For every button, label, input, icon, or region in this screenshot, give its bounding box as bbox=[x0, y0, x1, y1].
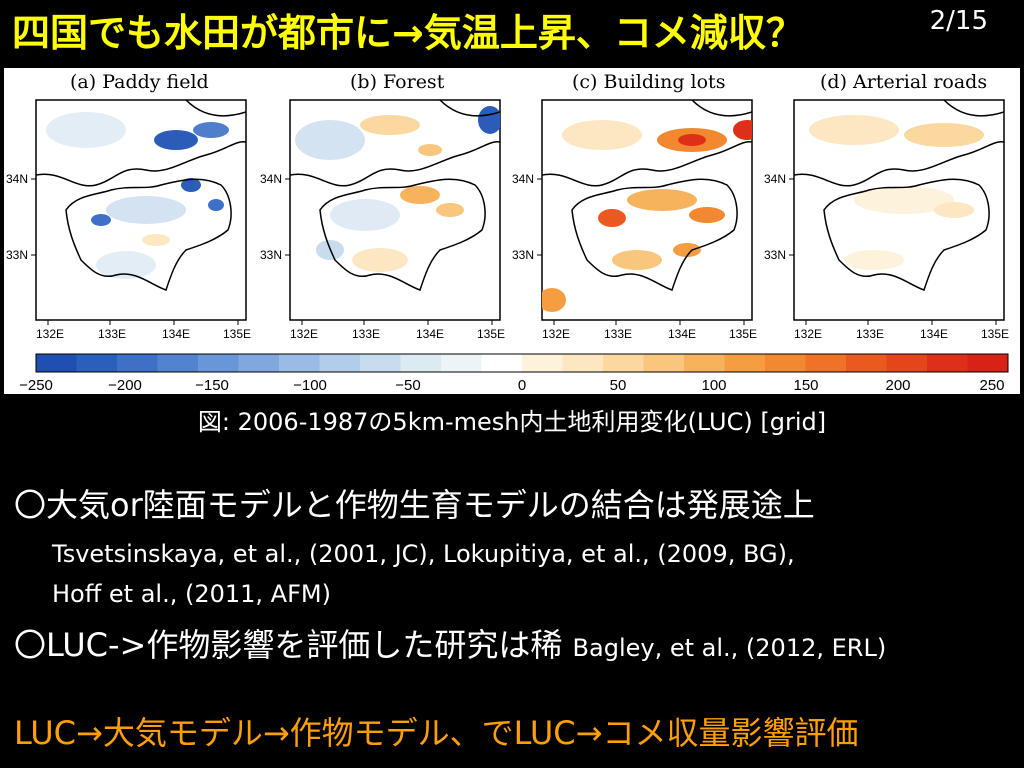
colorbar-cell bbox=[522, 354, 563, 372]
colorbar-cell bbox=[643, 354, 685, 372]
lon-label-134e-d: 134E bbox=[920, 327, 948, 341]
colorbar-label: 100 bbox=[701, 377, 726, 394]
panel-forest bbox=[285, 99, 501, 325]
colorbar-cell bbox=[603, 354, 644, 372]
reference-line-2: Hoff et al., (2011, AFM) bbox=[52, 580, 331, 608]
lon-label-134e-c: 134E bbox=[668, 327, 696, 341]
colorbar-cell bbox=[36, 354, 77, 372]
lon-label-132e-a: 132E bbox=[36, 327, 64, 341]
colorbar-cell bbox=[400, 354, 442, 372]
lat-label-34n-c: 34N bbox=[512, 172, 534, 186]
lon-label-132e-b: 132E bbox=[290, 327, 318, 341]
panel-arterial-roads bbox=[789, 99, 1005, 325]
lat-label-34n-b: 34N bbox=[260, 172, 282, 186]
colorbar-label: −200 bbox=[108, 377, 142, 394]
reference-line-1: Tsvetsinskaya, et al., (2001, JC), Lokup… bbox=[52, 540, 795, 568]
bagley-citation: Bagley, et al., (2012, ERL) bbox=[572, 634, 887, 662]
panel-paddy-field bbox=[31, 99, 247, 325]
colorbar-cell bbox=[441, 354, 482, 372]
lon-label-133e-c: 133E bbox=[604, 327, 632, 341]
colorbar-cell bbox=[724, 354, 766, 372]
colorbar-cell bbox=[846, 354, 887, 372]
lon-label-132e-d: 132E bbox=[794, 327, 822, 341]
colorbar-label: −100 bbox=[293, 377, 327, 394]
bullet-luc-crop-text: 〇LUC->作物影響を評価した研究は稀 bbox=[14, 626, 563, 664]
lon-label-135e-a: 135E bbox=[223, 327, 251, 341]
lat-label-34n-d: 34N bbox=[764, 172, 786, 186]
panel-title-a: (a) Paddy field bbox=[70, 71, 209, 93]
page-number: 2/15 bbox=[929, 6, 988, 36]
luc-map-figure: (a) Paddy field (b) Forest (c) Building … bbox=[4, 68, 1020, 394]
lon-label-133e-d: 133E bbox=[856, 327, 884, 341]
colorbar-cell bbox=[765, 354, 806, 372]
lon-label-133e-b: 133E bbox=[352, 327, 380, 341]
colorbar-cell bbox=[886, 354, 928, 372]
lat-label-33n-d: 33N bbox=[764, 248, 786, 262]
colorbar-cell bbox=[157, 354, 199, 372]
colorbar-cell bbox=[279, 354, 320, 372]
slide-title: 四国でも水田が都市に→気温上昇、コメ減収？ bbox=[12, 11, 804, 55]
colorbar-label: 150 bbox=[793, 377, 818, 394]
colorbar-cell bbox=[117, 354, 158, 372]
colorbar-label: −150 bbox=[195, 377, 229, 394]
colorbar-label: −50 bbox=[395, 377, 420, 394]
colorbar-cell bbox=[481, 354, 523, 372]
colorbar-cell bbox=[967, 354, 1009, 372]
lon-label-135e-c: 135E bbox=[729, 327, 757, 341]
panel-title-c: (c) Building lots bbox=[572, 71, 725, 93]
lon-label-134e-b: 134E bbox=[416, 327, 444, 341]
colorbar bbox=[36, 354, 1009, 372]
bullet-coupling-models: 〇大気or陸面モデルと作物生育モデルの結合は発展途上 bbox=[14, 486, 815, 524]
lon-label-133e-a: 133E bbox=[98, 327, 126, 341]
colorbar-label: −250 bbox=[19, 377, 53, 394]
figure-caption: 図: 2006-1987の5km-mesh内土地利用変化(LUC) [grid] bbox=[197, 408, 827, 436]
colorbar-cell bbox=[360, 354, 401, 372]
colorbar-label: 0 bbox=[518, 377, 526, 394]
colorbar-cell bbox=[238, 354, 280, 372]
colorbar-cell bbox=[198, 354, 239, 372]
panel-building-lots bbox=[537, 99, 753, 325]
colorbar-cell bbox=[562, 354, 604, 372]
lat-label-33n-c: 33N bbox=[512, 248, 534, 262]
panel-title-d: (d) Arterial roads bbox=[820, 71, 987, 93]
colorbar-label: 50 bbox=[610, 377, 627, 394]
colorbar-label: 200 bbox=[885, 377, 910, 394]
lat-label-34n-a: 34N bbox=[6, 172, 28, 186]
bullet-luc-crop-studies: 〇LUC->作物影響を評価した研究は稀 Bagley, et al., (201… bbox=[14, 620, 886, 666]
lon-label-135e-d: 135E bbox=[981, 327, 1009, 341]
colorbar-cell bbox=[319, 354, 361, 372]
lon-label-134e-a: 134E bbox=[162, 327, 190, 341]
colorbar-label: 250 bbox=[979, 377, 1004, 394]
conclusion-text: LUC→大気モデル→作物モデル、でLUC→コメ収量影響評価 bbox=[14, 714, 859, 752]
colorbar-cell bbox=[927, 354, 968, 372]
lon-label-132e-c: 132E bbox=[542, 327, 570, 341]
colorbar-cell bbox=[76, 354, 118, 372]
panel-title-b: (b) Forest bbox=[350, 71, 445, 93]
lat-label-33n-b: 33N bbox=[260, 248, 282, 262]
lon-label-135e-b: 135E bbox=[477, 327, 505, 341]
colorbar-cell bbox=[684, 354, 725, 372]
colorbar-cell bbox=[805, 354, 847, 372]
luc-map-svg: (a) Paddy field (b) Forest (c) Building … bbox=[6, 71, 1009, 394]
lat-label-33n-a: 33N bbox=[6, 248, 28, 262]
